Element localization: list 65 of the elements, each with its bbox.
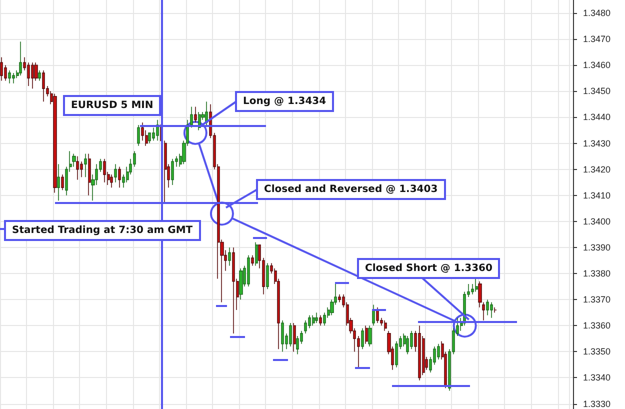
candlestick: [255, 242, 258, 266]
candlestick: [266, 262, 269, 290]
candlestick: [38, 70, 41, 82]
annotation: Long @ 1.3434: [235, 91, 334, 112]
y-tick-label: 1.3420: [583, 164, 611, 174]
candlestick: [137, 124, 140, 146]
candlestick: [12, 72, 15, 84]
candlestick: [31, 62, 34, 89]
candlestick: [171, 158, 174, 186]
y-tick-label: 1.3450: [583, 86, 611, 96]
candlestick: [365, 325, 368, 344]
candlestick: [228, 247, 231, 266]
y-tick-label: 1.3350: [583, 346, 611, 357]
annotation: Closed Short @ 1.3360: [357, 258, 500, 279]
candlestick: [315, 312, 318, 324]
candlestick: [239, 268, 243, 300]
candlestick: [319, 314, 322, 326]
y-tick-label: 1.3480: [583, 8, 611, 18]
y-tick-label: 1.3370: [583, 294, 611, 305]
y-tick-label: 1.3430: [583, 138, 611, 148]
candlestick: [19, 41, 22, 76]
candlestick: [361, 328, 364, 350]
y-tick-label: 1.3380: [583, 268, 611, 279]
candlestick: [494, 307, 497, 314]
y-tick-label: 1.3330: [583, 398, 611, 409]
y-tick-label: 1.3410: [583, 190, 611, 200]
candlestick: [53, 93, 57, 194]
candlestick: [42, 70, 45, 102]
candlestick: [475, 278, 478, 292]
candlestick: [247, 254, 250, 287]
candlestick: [8, 70, 11, 84]
candlestick: [293, 322, 296, 352]
candlestick: [486, 299, 489, 316]
candlestick: [88, 153, 91, 196]
candlestick: [312, 314, 315, 326]
y-tick-label: 1.3390: [583, 242, 611, 252]
candlestick: [251, 254, 254, 266]
y-tick-label: 1.3460: [583, 60, 611, 70]
annotation: Closed and Reversed @ 1.3403: [256, 179, 446, 200]
candlestick: [0, 56, 3, 82]
candlestick: [418, 325, 421, 381]
candlestick: [384, 320, 387, 332]
y-tick-label: 1.3340: [583, 372, 611, 383]
candlestick: [490, 302, 493, 318]
y-tick-label: 1.3360: [583, 320, 611, 331]
candlestick: [76, 156, 79, 180]
candlestick: [61, 174, 64, 191]
candlestick: [232, 247, 235, 334]
candlestick: [194, 106, 197, 123]
candlestick: [368, 325, 372, 347]
annotation: EURUSD 5 MIN: [63, 95, 162, 116]
candlestick: [103, 158, 106, 183]
candlestick: [57, 164, 60, 201]
candlestick: [114, 164, 117, 183]
candlestick: [110, 174, 113, 188]
y-tick-label: 1.3470: [583, 34, 611, 44]
y-tick-label: 1.3440: [583, 112, 611, 122]
candlestick: [376, 307, 379, 324]
candlestick: [84, 153, 87, 178]
y-tick-label: 1.3400: [583, 216, 611, 226]
candlestick: [281, 320, 284, 352]
candlestick: [164, 140, 167, 204]
candlestick: [372, 304, 375, 326]
candlestick: [118, 166, 121, 188]
candlestick: [289, 322, 292, 347]
